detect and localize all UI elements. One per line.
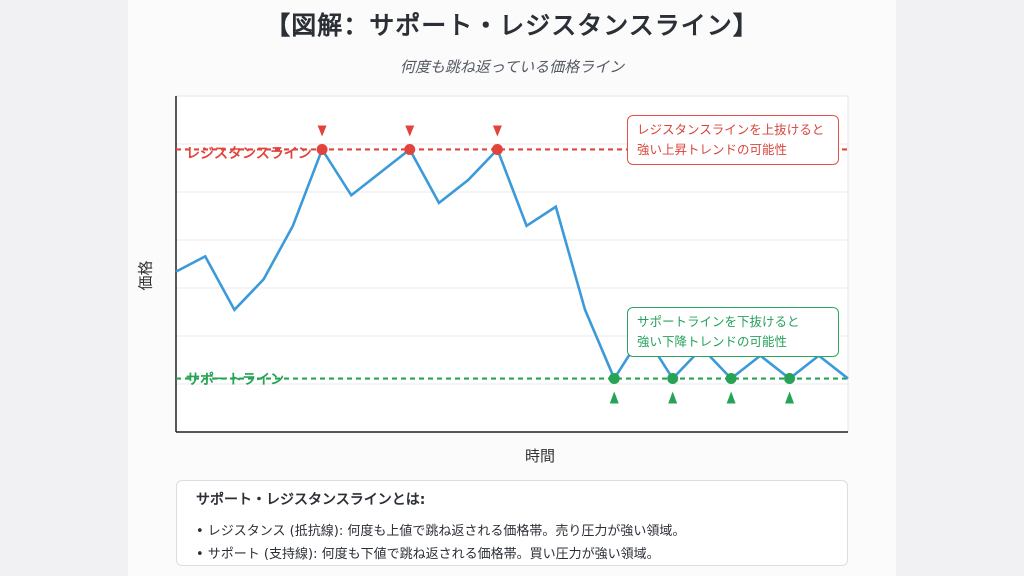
- info-resistance-definition: • レジスタンス (抵抗線): 何度も上値で跳ね返される価格帯。売り圧力が強い領…: [196, 524, 686, 539]
- price-series-line: [175, 146, 849, 382]
- support-breakdown-callout: サポートラインを下抜けると 強い下降トレンドの可能性: [627, 307, 839, 357]
- x-axis-label: 時間: [524, 447, 555, 465]
- support-line-label: サポートライン: [186, 372, 284, 388]
- callout-text-line: 強い下降トレンドの可能性: [637, 334, 788, 349]
- resistance-touch-point: [316, 143, 328, 155]
- y-axis-label: 価格: [136, 260, 155, 291]
- support-touch-point: [667, 373, 679, 385]
- resistance-breakout-callout: レジスタンスラインを上抜けると 強い上昇トレンドの可能性: [627, 115, 839, 165]
- support-arrow-marker: [726, 391, 736, 404]
- resistance-line-label: レジスタンスライン: [186, 146, 312, 162]
- line-chart: [175, 95, 849, 433]
- callout-text-line: レジスタンスラインを上抜けると: [637, 122, 825, 137]
- page-subtitle: 何度も跳ね返っている価格ライン: [399, 58, 625, 76]
- info-support-definition: • サポート (支持線): 何度も下値で跳ね返される価格帯。買い圧力が強い領域。: [196, 547, 660, 562]
- resistance-touch-point: [404, 143, 416, 155]
- callout-text-line: 強い上昇トレンドの可能性: [637, 142, 788, 157]
- callout-text-line: サポートラインを下抜けると: [637, 314, 800, 329]
- figure-page: 【図解：サポート・レジスタンスライン】 何度も跳ね返っている価格ライン 価格 時…: [128, 0, 896, 576]
- support-arrow-marker: [609, 391, 619, 404]
- support-touch-point: [608, 373, 620, 385]
- support-arrow-marker: [668, 391, 678, 404]
- resistance-touch-point: [491, 143, 503, 155]
- support-touch-point: [784, 373, 796, 385]
- info-box-title: サポート・レジスタンスラインとは:: [196, 492, 426, 508]
- resistance-arrow-marker: [317, 125, 327, 137]
- support-touch-point: [725, 373, 737, 385]
- resistance-arrow-marker: [405, 125, 415, 137]
- resistance-arrow-marker: [492, 125, 502, 137]
- info-box: サポート・レジスタンスラインとは: • レジスタンス (抵抗線): 何度も上値で…: [176, 480, 848, 566]
- page-title: 【図解：サポート・レジスタンスライン】: [265, 11, 759, 40]
- support-arrow-marker: [785, 391, 795, 404]
